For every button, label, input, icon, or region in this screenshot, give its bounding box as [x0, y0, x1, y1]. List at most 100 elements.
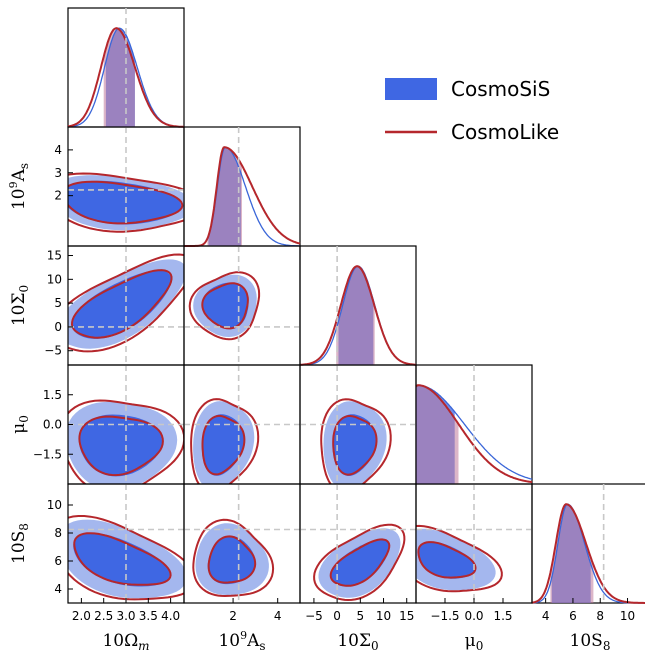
x-tick-label: 1.5 [493, 609, 512, 623]
label-sub: 0 [476, 639, 484, 650]
contour-inner-cosmolike [201, 282, 249, 330]
contour-outer-cosmolike [320, 398, 392, 484]
contour-inner-cosmosis [73, 532, 170, 587]
contour-inner-cosmosis [330, 539, 390, 587]
y-tick-label: 0 [54, 320, 62, 334]
y-axis-label-3: μ0 [9, 415, 31, 434]
label-base: μ [465, 631, 476, 650]
y-tick-label: 0.0 [43, 418, 62, 432]
label-base: μ [9, 423, 29, 434]
x-tick-label: 2.0 [72, 609, 91, 623]
x-tick-label: 3.0 [116, 609, 135, 623]
contour-inner-cosmolike [78, 415, 164, 477]
contour-group [300, 484, 416, 603]
contour-group [68, 246, 184, 365]
contour-group [300, 365, 416, 484]
interval-shade-cosmolike [416, 385, 459, 484]
interval-shade-cosmolike [550, 504, 594, 603]
x-tick-label: −1.5 [430, 609, 459, 623]
contour-panel-4-3 [415, 483, 533, 604]
contour-inner-cosmolike [329, 538, 391, 587]
contour-group [184, 484, 300, 603]
label-sub: 8 [603, 639, 611, 650]
contour-outer-cosmolike [68, 253, 184, 353]
contour-outer-cosmolike [68, 515, 184, 601]
x-tick-label: 5 [356, 609, 364, 623]
label-base: 10 [9, 188, 29, 210]
label-tail: A [9, 168, 29, 182]
contour-panel-4-1 [183, 483, 301, 604]
marginal-panel-1 [183, 126, 301, 247]
label-sub: s [259, 639, 265, 650]
label-sub: 0 [17, 285, 31, 293]
label-base: 10Σ [337, 631, 371, 650]
contour-inner-cosmosis [68, 180, 182, 225]
legend-swatch-cosmosis [385, 78, 437, 100]
contour-group [68, 127, 184, 246]
marginal-panel-2 [299, 245, 417, 366]
label-base: 10S [9, 531, 29, 564]
y-axis-label-1: 109As [7, 163, 31, 210]
label-base: 10Σ [9, 292, 29, 326]
x-tick-label: 10 [620, 609, 635, 623]
interval-shade-cosmolike [336, 266, 375, 365]
marginal-curve-cosmolike [531, 503, 645, 604]
contour-inner-cosmolike [201, 414, 246, 476]
contour-inner-cosmolike [68, 180, 184, 225]
label-sup: 9 [7, 181, 20, 188]
contour-group [416, 484, 532, 603]
x-tick-label: 4 [274, 609, 282, 623]
label-sub: 8 [17, 523, 31, 531]
legend-label-cosmolike: CosmoLike [451, 120, 559, 144]
contour-group [184, 365, 300, 484]
x-tick-label: 2.5 [94, 609, 113, 623]
contour-inner-cosmosis [417, 541, 475, 579]
contour-inner-cosmosis [207, 536, 256, 585]
x-tick-label: 8 [596, 609, 604, 623]
y-tick-label: 15 [47, 249, 62, 263]
contour-group [184, 246, 300, 365]
label-base: 10Ω [102, 631, 138, 650]
marginal-panel-3 [415, 364, 533, 485]
y-tick-label: −1.5 [33, 447, 62, 461]
x-tick-label: 10 [376, 609, 391, 623]
y-tick-label: 1.5 [43, 388, 62, 402]
label-sub: s [17, 163, 31, 169]
y-tick-label: 2 [54, 189, 62, 203]
label-sub: m [138, 639, 149, 650]
contour-panel-4-0 [67, 483, 185, 604]
contour-inner-cosmolike [73, 532, 172, 586]
x-axis-label-2: 10Σ0 [337, 631, 378, 650]
contour-outer-cosmolike [416, 524, 503, 593]
y-tick-label: −5 [44, 344, 62, 358]
contour-panel-3-1 [183, 364, 301, 485]
contour-outer-cosmolike [188, 271, 261, 341]
contour-panel-2-1 [183, 245, 301, 366]
label-base: 10 [218, 631, 240, 650]
marginal-curve-cosmolike [299, 265, 416, 366]
legend-label-cosmosis: CosmoSiS [451, 77, 550, 101]
y-tick-label: 6 [54, 554, 62, 568]
contour-inner-cosmolike [332, 415, 378, 476]
y-tick-label: 4 [54, 143, 62, 157]
x-tick-label: 4.0 [161, 609, 180, 623]
contour-panel-3-0 [67, 364, 185, 485]
contour-outer-cosmolike [68, 172, 184, 233]
contour-inner-cosmosis [72, 270, 172, 339]
contour-outer-cosmolike [313, 523, 406, 602]
contour-inner-cosmosis [332, 414, 377, 476]
contour-group [68, 365, 184, 484]
contour-outer-cosmolike [190, 398, 260, 484]
x-axis-label-3: μ0 [465, 631, 484, 650]
y-tick-label: 4 [54, 582, 62, 596]
label-sub: 0 [17, 415, 31, 423]
y-tick-label: 10 [47, 272, 62, 286]
label-sup: 9 [240, 629, 247, 642]
x-tick-label: 3.5 [139, 609, 158, 623]
contour-panel-3-2 [299, 364, 417, 485]
contour-inner-cosmolike [207, 535, 257, 584]
x-tick-label: 0.0 [464, 609, 483, 623]
x-axis-label-1: 109As [218, 629, 265, 650]
